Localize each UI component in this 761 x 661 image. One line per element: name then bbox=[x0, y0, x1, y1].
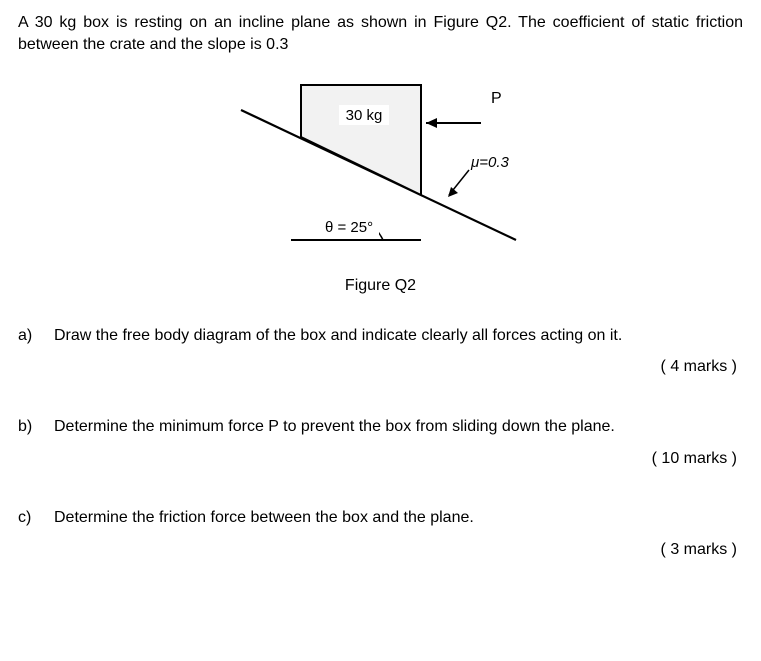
question-label: b) bbox=[18, 416, 54, 438]
question-label: a) bbox=[18, 325, 54, 347]
problem-intro: A 30 kg box is resting on an incline pla… bbox=[18, 12, 743, 55]
box-mass-label: 30 kg bbox=[345, 107, 382, 124]
question-text: Determine the friction force between the… bbox=[54, 507, 743, 529]
question-marks: ( 4 marks ) bbox=[18, 356, 743, 378]
figure-caption: Figure Q2 bbox=[18, 275, 743, 297]
question-a: a) Draw the free body diagram of the box… bbox=[18, 325, 743, 347]
question-marks: ( 10 marks ) bbox=[18, 448, 743, 470]
mu-label: μ=0.3 bbox=[470, 154, 509, 171]
figure-container: 30 kg P μ=0.3 θ = 25° bbox=[18, 75, 743, 265]
question-label: c) bbox=[18, 507, 54, 529]
angle-label: θ = 25° bbox=[325, 219, 373, 236]
question-marks: ( 3 marks ) bbox=[18, 539, 743, 561]
force-p-label: P bbox=[491, 90, 502, 107]
question-text: Determine the minimum force P to prevent… bbox=[54, 416, 743, 438]
question-c: c) Determine the friction force between … bbox=[18, 507, 743, 529]
question-text: Draw the free body diagram of the box an… bbox=[54, 325, 743, 347]
figure-diagram: 30 kg P μ=0.3 θ = 25° bbox=[211, 75, 551, 265]
question-b: b) Determine the minimum force P to prev… bbox=[18, 416, 743, 438]
